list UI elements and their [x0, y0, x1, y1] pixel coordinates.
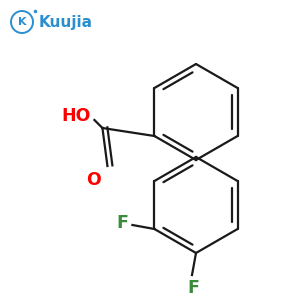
Text: Kuujia: Kuujia	[39, 14, 93, 29]
Text: F: F	[187, 279, 199, 297]
Text: F: F	[116, 214, 128, 232]
Text: HO: HO	[62, 107, 91, 125]
Text: K: K	[18, 17, 26, 27]
Text: O: O	[86, 171, 101, 189]
